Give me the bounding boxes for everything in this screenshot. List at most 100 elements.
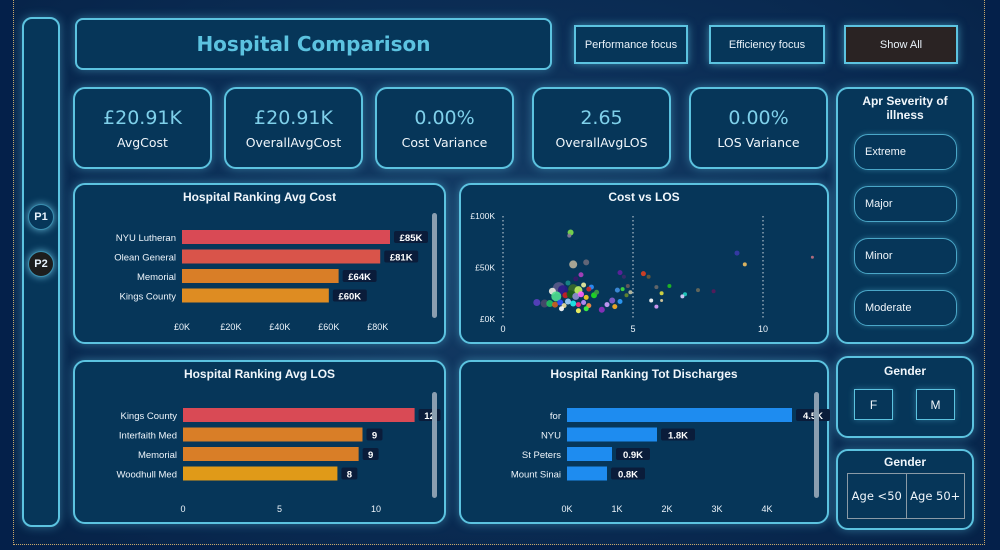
kpi-value: 0.00% xyxy=(414,106,475,129)
page-button-p2[interactable]: P2 xyxy=(28,251,54,277)
chart-title: Hospital Ranking Avg LOS xyxy=(183,367,336,381)
data-label-bg xyxy=(342,270,377,282)
title-banner: Hospital Comparison xyxy=(75,18,552,70)
y-tick-label: £100K xyxy=(470,211,495,221)
category-label: NYU xyxy=(541,431,561,442)
gender-option-f[interactable]: F xyxy=(854,389,893,420)
scatter-point xyxy=(617,270,623,276)
chart-title: Hospital Ranking Tot Discharges xyxy=(550,367,738,381)
bar xyxy=(567,466,607,481)
gender-option-m[interactable]: M xyxy=(916,389,955,420)
bar xyxy=(567,408,792,422)
x-tick-label: 10 xyxy=(758,324,768,334)
scatter-point xyxy=(604,302,610,308)
x-tick-label: 0 xyxy=(180,504,185,514)
severity-option-minor[interactable]: Minor xyxy=(854,238,957,274)
scatter-point xyxy=(581,300,587,306)
scatter-point xyxy=(552,301,558,308)
x-tick-label: 3K xyxy=(711,504,722,514)
data-label-bg xyxy=(611,467,645,480)
scatter-point xyxy=(583,294,589,300)
scatter-point xyxy=(621,274,626,279)
x-tick-label: £60K xyxy=(318,322,339,332)
chart-scrollbar[interactable] xyxy=(432,392,437,498)
scatter-point xyxy=(540,299,549,308)
kpi-label: Cost Variance xyxy=(401,134,488,150)
tot-discharges-ranking-chart: Hospital Ranking Tot Discharges for 4.5K N… xyxy=(459,360,830,524)
scatter-point xyxy=(567,233,572,238)
scatter-point xyxy=(617,298,623,304)
data-label: £81K xyxy=(390,253,413,264)
scatter-point xyxy=(583,259,590,266)
page-button-p1[interactable]: P1 xyxy=(28,204,54,230)
category-label: for xyxy=(550,411,561,422)
scatter-point xyxy=(546,300,554,308)
category-label: Mount Sinai xyxy=(511,470,561,481)
data-label-bg xyxy=(362,448,379,460)
data-label: 1.8K xyxy=(668,431,688,442)
kpi-card-overall-avg-los: 2.65 OverallAvgLOS xyxy=(532,87,671,169)
age-option-50-plus[interactable]: Age 50+ xyxy=(905,474,965,518)
kpi-value: 2.65 xyxy=(580,106,623,129)
category-label: Olean General xyxy=(114,253,176,264)
chart-scrollbar[interactable] xyxy=(814,392,819,498)
bar xyxy=(182,230,390,244)
bar xyxy=(182,249,381,264)
kpi-label: OverallAvgCost xyxy=(245,134,342,150)
kpi-value: £20.91K xyxy=(254,106,333,129)
severity-option-extreme[interactable]: Extreme xyxy=(854,134,957,170)
x-tick-label: 4K xyxy=(761,504,772,514)
age-options: Age <50 Age 50+ xyxy=(847,473,965,519)
scatter-point xyxy=(575,308,581,314)
x-tick-label: £0K xyxy=(174,322,190,332)
scatter-point xyxy=(649,298,654,303)
scatter-point xyxy=(667,284,672,289)
scatter-point xyxy=(696,288,700,293)
scatter-point xyxy=(575,302,581,308)
scatter-point xyxy=(609,297,616,304)
data-label: £60K xyxy=(338,292,361,303)
scatter-point xyxy=(660,298,664,302)
kpi-label: LOS Variance xyxy=(717,134,800,150)
category-label: Woodhull Med xyxy=(116,470,177,481)
data-label: 9 xyxy=(372,431,377,442)
chart-scrollbar[interactable] xyxy=(432,213,437,318)
kpi-value: £20.91K xyxy=(103,106,182,129)
data-label: £64K xyxy=(348,272,371,283)
category-label: Memorial xyxy=(138,450,177,461)
data-label-bg xyxy=(616,448,650,460)
severity-option-major[interactable]: Major xyxy=(854,186,957,222)
age-option-under-50[interactable]: Age <50 xyxy=(851,489,902,503)
category-label: Kings County xyxy=(119,292,176,303)
severity-option-moderate[interactable]: Moderate xyxy=(854,290,957,326)
y-tick-label: £50K xyxy=(475,263,495,273)
bar xyxy=(183,427,363,442)
category-label: Interfaith Med xyxy=(119,431,177,442)
scatter-point xyxy=(570,300,577,307)
x-tick-label: £80K xyxy=(367,322,388,332)
bar xyxy=(183,466,338,481)
data-label-bg xyxy=(394,231,428,243)
data-label: 4.5K xyxy=(803,411,823,422)
avg-los-bar-chart: Kings County 12 Interfaith Med 9 Memorial 9 Wo… xyxy=(116,408,441,514)
performance-focus-button[interactable]: Performance focus xyxy=(574,25,688,64)
scatter-point xyxy=(533,299,541,307)
scatter-point xyxy=(565,298,571,305)
kpi-label: AvgCost xyxy=(117,134,168,150)
category-label: Kings County xyxy=(120,411,177,422)
scatter-point xyxy=(581,282,587,288)
show-all-button[interactable]: Show All xyxy=(844,25,958,64)
x-tick-label: 5 xyxy=(630,324,635,334)
efficiency-focus-button[interactable]: Efficiency focus xyxy=(709,25,825,64)
chart-title: Cost vs LOS xyxy=(608,190,680,204)
scatter-point xyxy=(734,250,740,256)
bar xyxy=(567,427,657,442)
scatter-point xyxy=(625,284,630,289)
scatter-point xyxy=(569,260,578,269)
data-label: 0.8K xyxy=(618,470,638,481)
data-label-bg xyxy=(796,409,830,421)
scatter-point xyxy=(659,291,664,296)
data-label-bg xyxy=(366,428,383,441)
scatter-point xyxy=(573,276,579,282)
scatter-point xyxy=(654,304,659,309)
